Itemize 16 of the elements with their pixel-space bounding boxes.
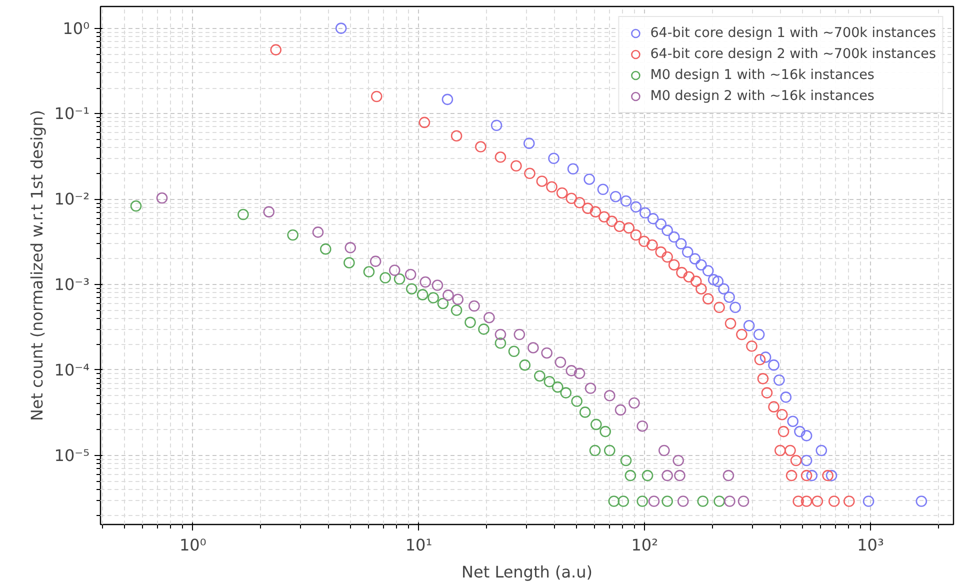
y-tick-label: 10⁻⁵: [54, 446, 90, 465]
x-tick-label: 10³: [857, 536, 884, 554]
y-tick-label: 10⁰: [62, 18, 90, 38]
x-axis-title: Net Length (a.u): [462, 562, 592, 582]
legend-label: 64-bit core design 1 with ~700k instances: [650, 25, 936, 41]
x-tick-label: 10²: [631, 536, 658, 554]
legend-label: M0 design 1 with ~16k instances: [650, 67, 874, 83]
legend-label: 64-bit core design 2 with ~700k instances: [650, 46, 936, 62]
legend-label: M0 design 2 with ~16k instances: [650, 88, 874, 104]
y-tick-label: 10⁻³: [54, 275, 90, 294]
x-tick-label: 10⁰: [179, 536, 206, 554]
y-axis-title: Net count (normalized w.r.t 1st design): [27, 110, 46, 422]
x-tick-label: 10¹: [405, 536, 432, 554]
y-tick-label: 10⁻⁴: [54, 360, 90, 380]
y-tick-label: 10⁻²: [54, 190, 90, 209]
y-tick-label: 10⁻¹: [54, 104, 90, 124]
